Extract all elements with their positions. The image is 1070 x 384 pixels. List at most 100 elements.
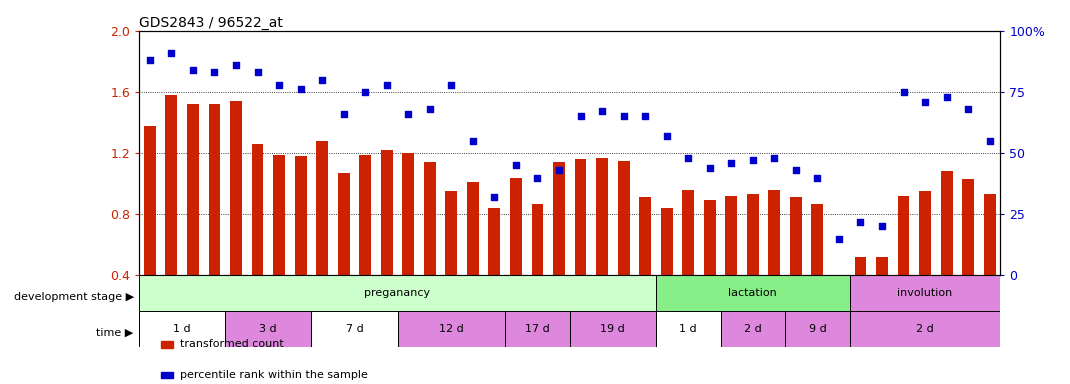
Bar [230, 101, 242, 275]
Point [981, 138, 998, 144]
FancyBboxPatch shape [226, 311, 311, 347]
Text: preganancy: preganancy [365, 288, 430, 298]
Point [938, 94, 956, 100]
Text: involution: involution [898, 288, 952, 298]
Text: 1 d: 1 d [679, 324, 697, 334]
Point [873, 223, 890, 230]
Bar [876, 257, 888, 275]
Point [766, 155, 783, 161]
Bar [445, 191, 457, 275]
Text: transformed count: transformed count [180, 339, 284, 349]
Bar [790, 197, 801, 275]
Point [486, 194, 503, 200]
Point [852, 218, 869, 225]
Point [701, 165, 718, 171]
FancyBboxPatch shape [656, 275, 850, 311]
Point [615, 113, 632, 119]
Bar [381, 150, 393, 275]
FancyBboxPatch shape [398, 311, 505, 347]
Text: GDS2843 / 96522_at: GDS2843 / 96522_at [139, 16, 282, 30]
Text: development stage ▶: development stage ▶ [14, 292, 134, 302]
Bar [898, 196, 910, 275]
FancyBboxPatch shape [505, 311, 570, 347]
Point [788, 167, 805, 173]
Bar [532, 204, 544, 275]
Text: 2 d: 2 d [744, 324, 762, 334]
FancyBboxPatch shape [570, 311, 656, 347]
Bar [811, 204, 823, 275]
Point [228, 62, 245, 68]
Text: percentile rank within the sample: percentile rank within the sample [180, 370, 368, 380]
FancyBboxPatch shape [785, 311, 850, 347]
Text: 7 d: 7 d [346, 324, 364, 334]
Text: 17 d: 17 d [525, 324, 550, 334]
Bar [983, 194, 995, 275]
Text: 12 d: 12 d [439, 324, 463, 334]
Bar [489, 208, 501, 275]
Bar [360, 155, 371, 275]
FancyBboxPatch shape [850, 311, 1000, 347]
Text: 9 d: 9 d [809, 324, 826, 334]
Point [271, 81, 288, 88]
Text: 1 d: 1 d [173, 324, 190, 334]
Bar [683, 190, 694, 275]
Bar [144, 126, 156, 275]
Point [830, 236, 847, 242]
Bar [317, 141, 328, 275]
Bar [661, 208, 673, 275]
Point [895, 89, 912, 95]
Bar [575, 159, 586, 275]
Point [572, 113, 590, 119]
Point [443, 81, 460, 88]
Text: 19 d: 19 d [600, 324, 625, 334]
Point [141, 57, 158, 63]
Bar [596, 158, 608, 275]
Bar [273, 155, 285, 275]
Point [378, 81, 395, 88]
Point [464, 138, 482, 144]
Bar [919, 191, 931, 275]
Bar [251, 144, 263, 275]
Text: lactation: lactation [729, 288, 777, 298]
Bar [704, 200, 716, 275]
Point [658, 133, 675, 139]
FancyBboxPatch shape [139, 311, 226, 347]
Bar [209, 104, 220, 275]
Bar [941, 171, 952, 275]
Bar [294, 156, 306, 275]
Point [292, 86, 309, 93]
Bar [768, 190, 780, 275]
Bar [747, 194, 759, 275]
Bar [187, 104, 199, 275]
Bar [510, 177, 522, 275]
Point [679, 155, 697, 161]
Point [529, 174, 546, 180]
Bar [639, 197, 651, 275]
Bar [725, 196, 737, 275]
Point [917, 99, 934, 105]
Point [745, 157, 762, 164]
Point [184, 67, 201, 73]
Point [809, 174, 826, 180]
Point [249, 69, 266, 75]
Point [314, 76, 331, 83]
Bar [962, 179, 974, 275]
Point [356, 89, 373, 95]
Bar [166, 95, 178, 275]
Bar [617, 161, 629, 275]
FancyBboxPatch shape [720, 311, 785, 347]
Bar [424, 162, 435, 275]
FancyBboxPatch shape [311, 311, 398, 347]
Bar [553, 162, 565, 275]
Point [335, 111, 352, 117]
Point [507, 162, 524, 169]
Bar [855, 257, 867, 275]
Point [637, 113, 654, 119]
Point [163, 50, 180, 56]
FancyBboxPatch shape [139, 275, 656, 311]
FancyBboxPatch shape [656, 311, 720, 347]
Text: 3 d: 3 d [260, 324, 277, 334]
Bar [338, 173, 350, 275]
Point [422, 106, 439, 112]
Point [205, 69, 223, 75]
